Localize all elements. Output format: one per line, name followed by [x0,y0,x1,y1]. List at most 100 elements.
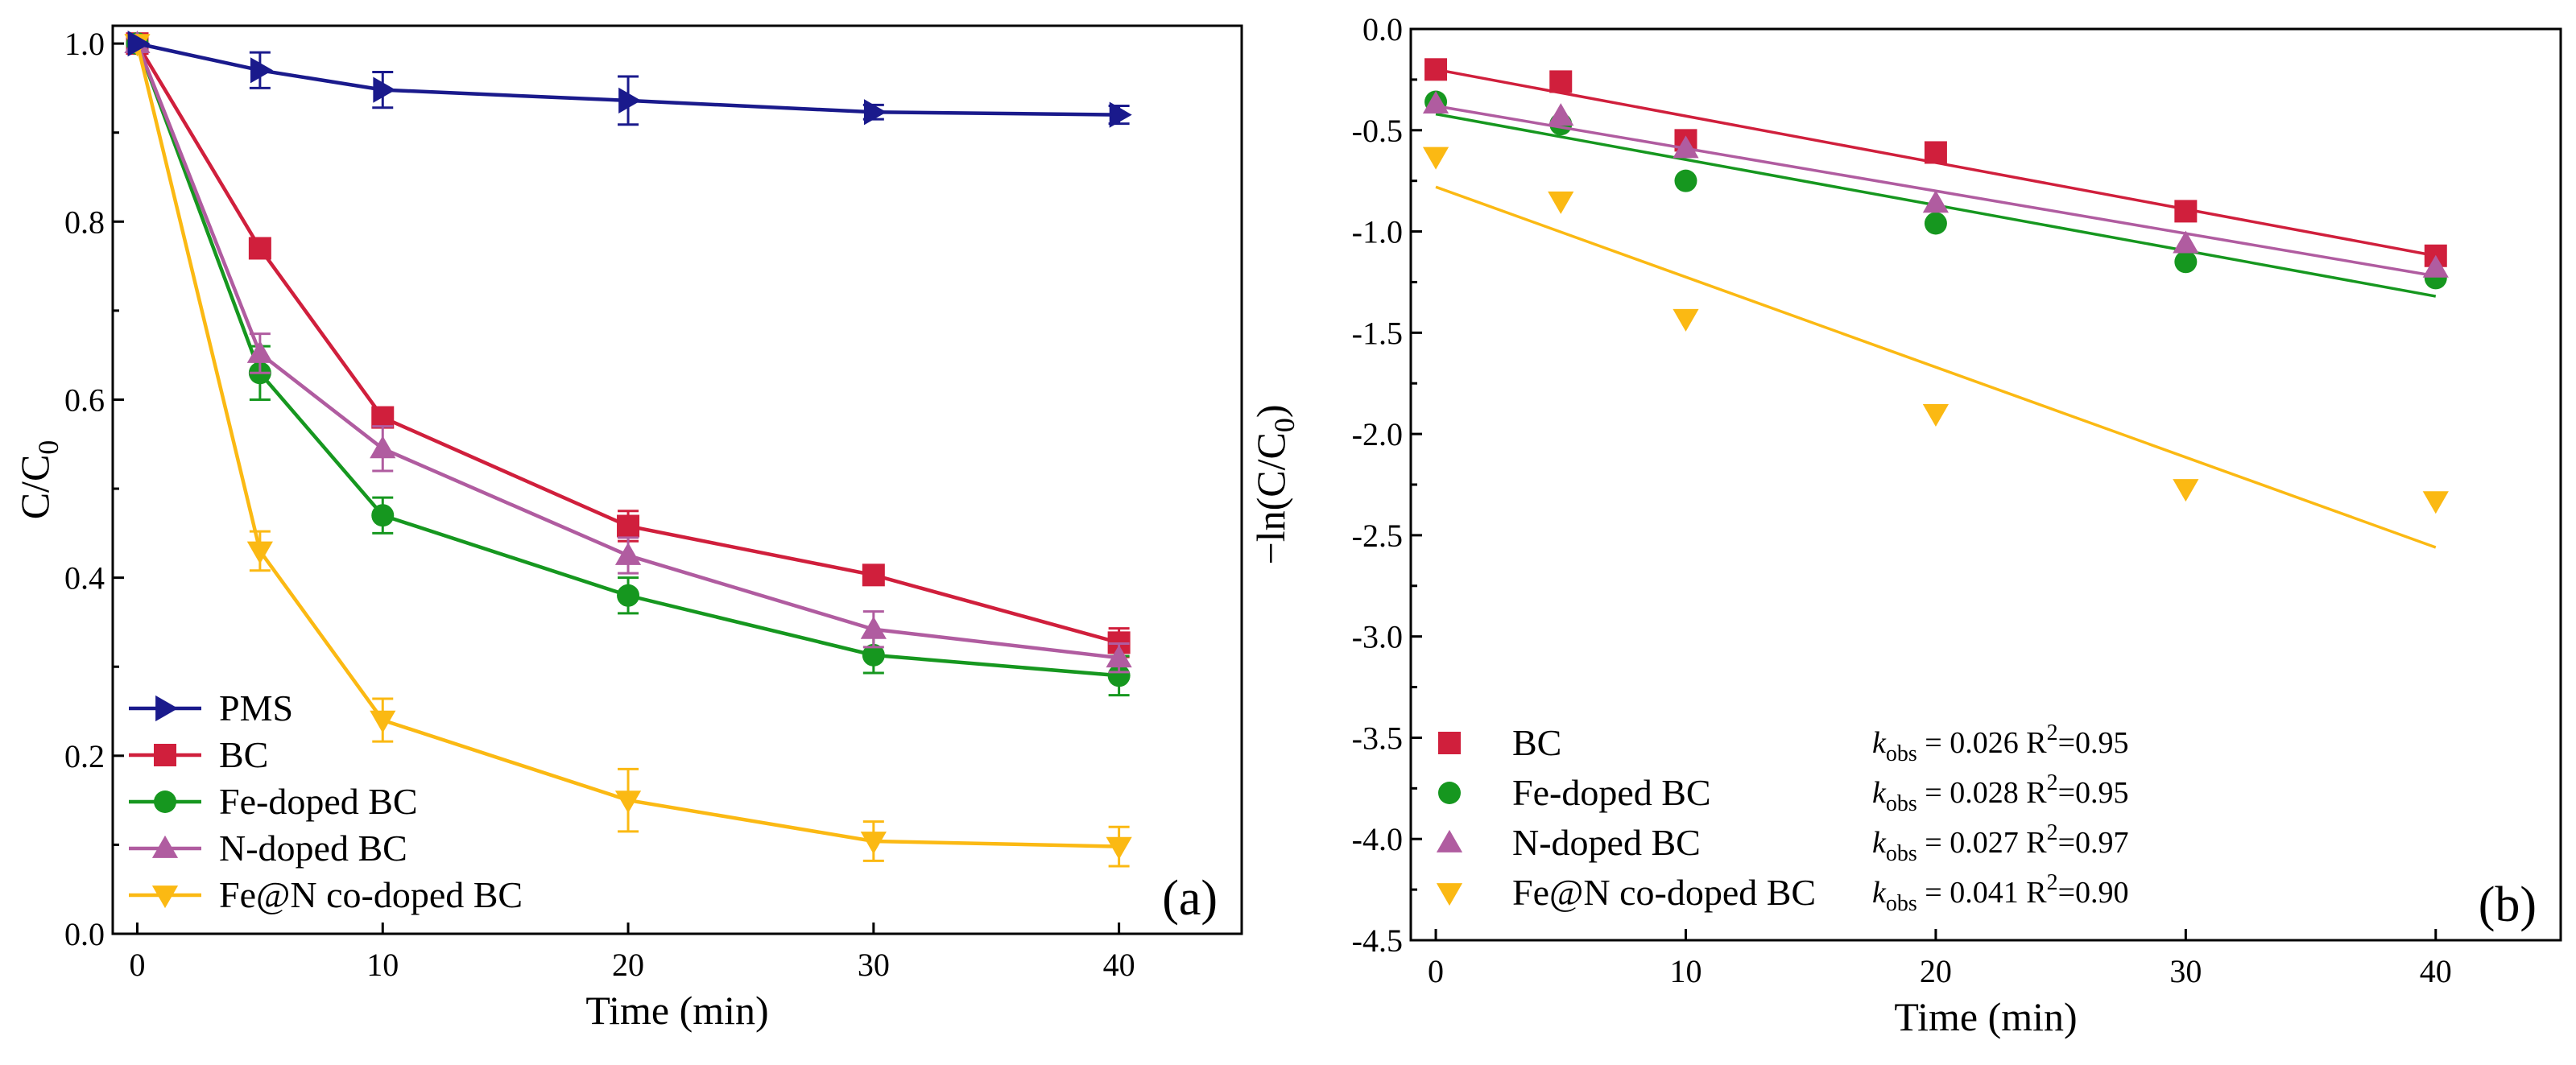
data-point-pms [250,57,273,84]
k-value: = 0.026 R [1917,726,2047,760]
data-point-n-doped-bc [2173,230,2199,254]
y-title-close: ) [1248,405,1293,419]
k-subscript: obs [1886,741,1917,766]
data-point-fe-at-n-co-doped-bc [246,541,273,564]
data-point-fe-at-n-co-doped-bc [2422,491,2449,514]
data-point-fe-doped-bc [862,643,885,667]
panel-b-x-tick-label: 20 [1920,953,1952,989]
panel-b-y-tick-label: 0.0 [1362,11,1403,47]
panel-a-y-tick-label: 1.0 [64,26,105,62]
legend-marker-bc [154,744,176,766]
series-bc [1424,58,2447,267]
series-pms [127,31,1132,128]
panel-b-y-tick-label: -3.5 [1352,720,1403,756]
r-superscript: 2 [2047,770,2058,795]
data-point-fe-at-n-co-doped-bc [1673,308,1699,332]
series-bc [126,32,1131,658]
panel-b-x-tick-label: 40 [2420,953,2452,989]
data-point-bc [862,563,885,587]
legend-label-bc: BC [219,734,268,775]
data-point-fe-doped-bc [1924,212,1947,235]
panel-b-x-tick-label: 0 [1428,953,1444,989]
legend-label-fe-doped-bc: Fe-doped BC [219,781,418,822]
data-point-pms [863,99,887,126]
legend-label-fe-at-n-co-doped-bc: Fe@N co-doped BC [1512,872,1816,913]
k-subscript: obs [1886,891,1917,916]
legend-marker-pms [155,695,179,722]
data-point-pms [1109,101,1132,128]
series-fe-doped-bc [126,32,1131,697]
legend-label-n-doped-bc: N-doped BC [1512,822,1701,863]
panel-b-y-tick-label: -4.5 [1352,923,1403,959]
panel-a-y-tick-label: 0.0 [64,916,105,952]
data-point-pms [618,87,642,114]
panel-a-line-chart: 0 10 20 30 40 0.0 0.2 0.4 0.6 0.8 1.0 Time (min) (a)… [12,24,1243,1033]
panel-a-x-tick-label: 10 [366,947,399,983]
data-point-n-doped-bc [2422,254,2449,278]
data-point-n-doped-bc [1673,135,1699,159]
panel-b-y-tick-label: -4.0 [1352,821,1403,857]
data-point-fe-doped-bc [617,584,640,607]
data-point-fe-at-n-co-doped-bc [2173,479,2199,502]
fit-line-fe-at-n-co-doped-bc [1435,185,2437,549]
panel-a-x-tick-label: 30 [858,947,890,983]
panel-b-kinetics-chart: 0 10 20 30 400.0-0.5-1.0-1.5-2.0-2.5-3.0-3.5… [1248,11,2562,1039]
k-value: = 0.028 R [1917,776,2047,810]
panel-a-y-tick-label: 0.4 [64,560,105,596]
data-point-pms [373,76,396,103]
y-title-subscript: 0 [1268,418,1300,432]
data-point-bc [617,514,640,538]
series-line-fe-doped-bc [135,43,1119,678]
panel-a-y-tick-label: 0.8 [64,204,105,240]
data-point-n-doped-bc [860,616,887,639]
data-point-fe-doped-bc [1107,664,1131,687]
legend-marker-n-doped-bc [151,835,179,858]
panel-b-y-tick-label: -2.0 [1352,416,1403,452]
panel-b-x-tick-label: 30 [2169,953,2202,989]
series-line-n-doped-bc [135,43,1119,660]
r2-value: =0.97 [2058,826,2129,860]
data-point-fe-doped-bc [2174,250,2198,274]
legend-marker-n-doped-bc [1436,829,1463,852]
panel-b-y-tick-label: -0.5 [1352,113,1403,149]
legend-label-n-doped-bc: N-doped BC [219,828,407,869]
data-point-fe-doped-bc [371,504,395,527]
y-title-main: −ln(C/C [1248,432,1293,564]
panel-a-x-tick-label: 20 [612,947,644,983]
legend-marker-fe-at-n-co-doped-bc [1436,883,1463,906]
rate-annotation-bc: kobs = 0.026 R2=0.95 [1872,720,2129,766]
data-point-bc [248,237,271,260]
panel-a-x-axis-title: Time (min) [585,988,768,1033]
data-point-n-doped-bc [246,340,273,363]
r-superscript: 2 [2047,720,2058,745]
legend-label-bc: BC [1512,722,1561,763]
legend-marker-fe-at-n-co-doped-bc [151,885,179,909]
panel-b-y-tick-label: -1.5 [1352,315,1403,351]
data-point-bc [371,406,395,429]
data-point-fe-at-n-co-doped-bc [370,710,396,733]
data-point-n-doped-bc [1922,190,1950,213]
rate-annotation-fe-at-n-co-doped-bc: kobs = 0.041 R2=0.90 [1872,870,2129,916]
y-title-main: C/C [12,455,57,520]
data-point-n-doped-bc [1422,90,1449,114]
panel-b-y-tick-label: -2.5 [1352,518,1403,554]
panel-a-y-axis-title: C/C0 [12,440,64,520]
r2-value: =0.95 [2058,726,2129,760]
data-point-n-doped-bc [1106,645,1132,668]
legend-label-fe-doped-bc: Fe-doped BC [1512,772,1711,813]
panel-b-y-axis-title: −ln(C/C0) [1248,405,1300,565]
panel-b-x-axis-title: Time (min) [1894,994,2077,1039]
panel-a-x-tick-label: 40 [1103,947,1135,983]
k-symbol: k [1872,876,1887,910]
series-line-pms [136,41,1119,117]
panel-a-legend: PMS BC Fe-doped BC N-doped BC Fe@N co-doped … [129,687,523,915]
data-point-n-doped-bc [1548,103,1574,126]
series-line-bc [135,42,1120,645]
k-value: = 0.041 R [1917,876,2047,910]
k-subscript: obs [1886,791,1917,816]
k-symbol: k [1872,776,1887,810]
panel-a-x-tick-label: 0 [129,947,145,983]
data-point-fe-doped-bc [1674,169,1697,192]
series-fe-at-n-co-doped-bc [1422,147,2449,549]
